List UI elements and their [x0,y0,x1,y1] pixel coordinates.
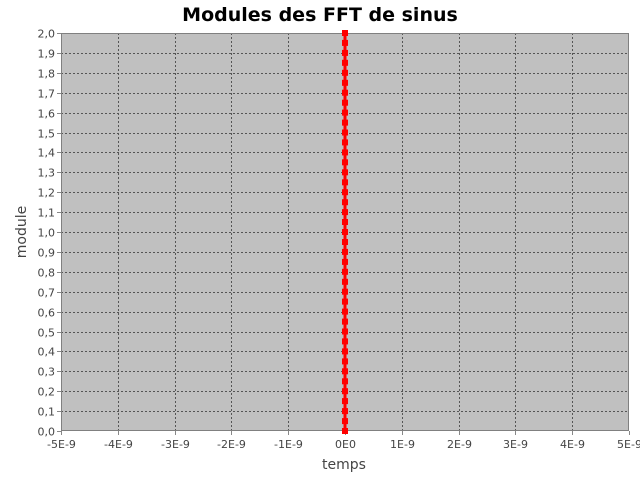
y-tick-label: 1,3 [38,167,56,180]
x-tick-label: 4E-9 [560,438,585,451]
y-tick-label: 1,2 [38,187,56,200]
data-point [342,149,348,156]
data-point [342,398,348,405]
data-point [342,49,348,56]
data-point [342,358,348,365]
data-point [342,418,348,425]
data-point [342,229,348,235]
data-point [342,109,348,116]
data-point [342,239,348,245]
data-point [342,288,348,295]
data-point [342,328,348,335]
y-tick-label: 1,7 [38,88,56,101]
y-tick-label: 0,6 [38,307,56,320]
data-point [342,318,348,325]
data-point [342,99,348,106]
data-point [342,159,348,166]
data-point [342,30,348,36]
y-axis-label: module [14,206,30,258]
data-point [342,179,348,186]
y-tick-label: 1,9 [38,48,56,61]
x-tick-label: 2E-9 [447,438,472,451]
x-axis-label: temps [322,457,366,473]
data-point [342,408,348,415]
data-point [342,268,348,275]
data-point [342,248,348,255]
data-point [342,428,348,434]
data-point [342,278,348,285]
data-point [342,139,348,146]
y-tick-label: 1,1 [38,207,56,220]
y-tick-label: 0,0 [38,426,56,439]
y-tick-label: 1,6 [38,108,56,121]
data-point [342,189,348,196]
data-point [342,258,348,265]
data-point [342,368,348,375]
y-tick-label: 0,8 [38,267,56,280]
y-tick-label: 0,5 [38,327,56,340]
y-tick-label: 1,5 [38,128,56,141]
x-tick-label: 1E-9 [390,438,415,451]
data-point [342,169,348,176]
data-point [342,209,348,216]
x-tick-label: -1E-9 [274,438,303,451]
y-tick-label: 1,8 [38,68,56,81]
data-point [342,338,348,345]
y-tick-label: 0,1 [38,406,56,419]
x-tick-label: 5E-9 [617,438,640,451]
y-tick-label: 0,3 [38,366,56,379]
data-point [342,388,348,395]
y-tick-label: 0,2 [38,386,56,399]
data-point [342,79,348,86]
data-point [342,219,348,225]
data-point [342,89,348,96]
data-point [342,308,348,315]
y-tick-label: 1,4 [38,147,56,160]
data-point [342,298,348,305]
data-point [342,199,348,206]
data-point [342,378,348,385]
x-tick-label: -3E-9 [161,438,190,451]
y-tick-label: 0,7 [38,287,56,300]
plot-area: 0,0 0,1 0,2 0,3 0,4 0,5 0,6 0,7 0,8 0,9 1,0 1,1 1,2 1… [38,28,640,452]
x-tick-label: -4E-9 [104,438,133,451]
data-point [342,348,348,355]
y-tick-label: 2,0 [38,28,56,41]
y-tick-label: 1,0 [38,227,56,240]
data-point [342,59,348,66]
chart-title: Modules des FFT de sinus [182,4,458,26]
data-point [342,39,348,46]
x-tick-label: 3E-9 [503,438,528,451]
data-point [342,69,348,76]
x-tick-label: -5E-9 [47,438,76,451]
data-point [342,119,348,126]
y-tick-label: 0,9 [38,247,56,260]
data-point [342,129,348,136]
x-tick-label: -2E-9 [217,438,246,451]
x-tick-label: 0E0 [335,438,356,451]
y-tick-label: 0,4 [38,346,56,359]
